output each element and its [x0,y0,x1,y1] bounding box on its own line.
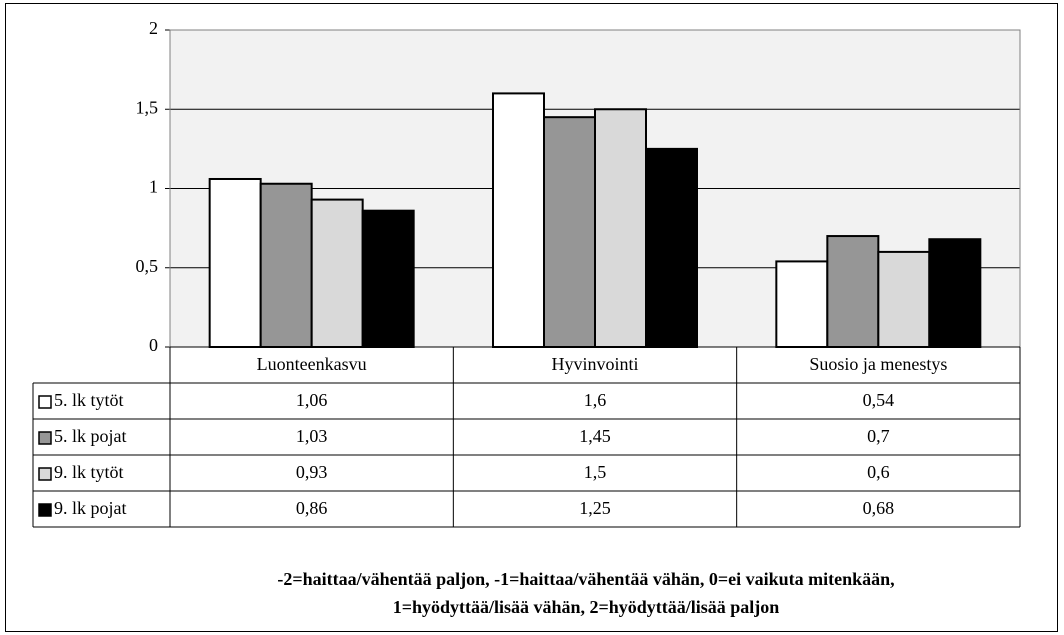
bar [928,238,982,348]
value-label: 0,7 [867,426,890,446]
value-label: 0,68 [863,498,895,518]
bar [645,147,698,348]
bar [361,209,415,348]
value-label: 1,03 [296,426,328,446]
bar [310,198,364,348]
y-tick-label: 0 [149,335,158,355]
value-label: 1,06 [296,390,328,410]
value-label: 1,45 [579,426,611,446]
legend-swatch [38,395,52,409]
bar [208,177,262,348]
legend-label: 9. lk tytöt [54,462,124,482]
legend-label: 5. lk pojat [54,426,127,446]
y-tick-label: 1 [149,177,158,197]
x-tick-label: Hyvinvointi [551,354,638,374]
value-label: 0,93 [296,462,328,482]
value-label: 1,25 [579,498,611,518]
bar [877,250,931,348]
bar [543,116,596,348]
caption: -2=haittaa/vähentää paljon, -1=haittaa/v… [277,569,894,589]
bar [259,182,313,348]
y-tick-label: 0,5 [136,256,159,276]
legend-swatch [38,431,52,445]
legend-swatch [38,503,52,517]
legend-label: 5. lk tytöt [54,390,124,410]
caption: 1=hyödyttää/lisää vähän, 2=hyödyttää/lis… [393,597,780,617]
bar [826,235,880,348]
bar [492,92,545,349]
value-label: 1,5 [584,462,607,482]
value-label: 0,86 [296,498,328,518]
y-tick-label: 2 [149,18,158,38]
value-label: 0,54 [863,390,895,410]
legend-swatch [38,467,52,481]
x-tick-label: Suosio ja menestys [809,354,947,374]
legend-label: 9. lk pojat [54,498,127,518]
value-label: 1,6 [584,390,607,410]
bar [594,108,647,348]
y-tick-label: 1,5 [136,97,159,117]
x-tick-label: Luonteenkasvu [257,354,367,374]
value-label: 0,6 [867,462,890,482]
bar [775,260,829,348]
